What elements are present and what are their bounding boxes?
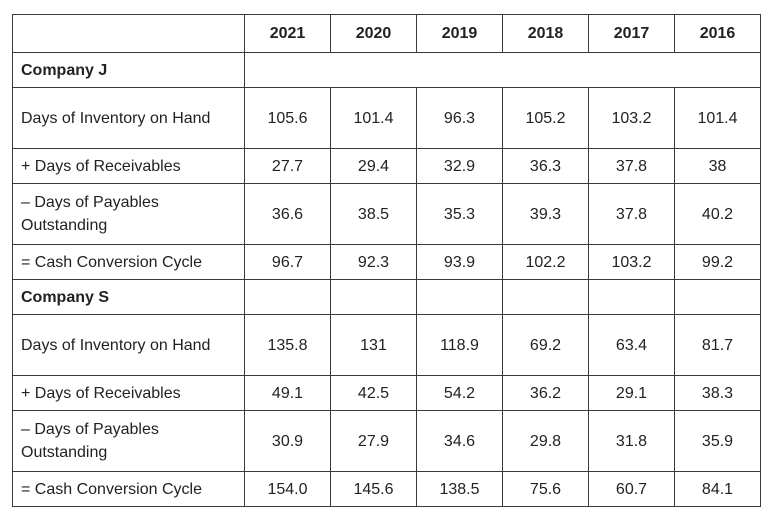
value-cell: 35.3 [416,183,503,245]
value-cell: 42.5 [330,375,417,411]
table-row: = Cash Conversion Cycle 96.7 92.3 93.9 1… [12,244,761,280]
year-header: 2017 [588,14,675,53]
company-s-group-row: Company S [12,279,761,315]
value-cell: 96.3 [416,87,503,149]
value-cell: 102.2 [502,244,589,280]
value-cell: 27.7 [244,148,331,184]
value-cell: 96.7 [244,244,331,280]
value-cell: 38 [674,148,761,184]
year-header: 2018 [502,14,589,53]
value-cell: 36.6 [244,183,331,245]
value-cell: 30.9 [244,410,331,472]
header-row: 2021 2020 2019 2018 2017 2016 [12,14,761,53]
value-cell: 34.6 [416,410,503,472]
empty-cell [244,279,331,315]
value-cell: 138.5 [416,471,503,507]
table-row: + Days of Receivables 27.7 29.4 32.9 36.… [12,148,761,184]
value-cell: 49.1 [244,375,331,411]
year-header: 2021 [244,14,331,53]
row-label: – Days of Payables Outstanding [12,183,245,245]
value-cell: 145.6 [330,471,417,507]
value-cell: 69.2 [502,314,589,376]
year-header: 2020 [330,14,417,53]
table-row: – Days of Payables Outstanding 30.9 27.9… [12,410,761,472]
value-cell: 29.4 [330,148,417,184]
row-label: Days of Inventory on Hand [12,87,245,149]
value-cell: 84.1 [674,471,761,507]
company-name: Company J [12,52,245,88]
empty-cell [588,279,675,315]
table-row: Days of Inventory on Hand 135.8 131 118.… [12,314,761,376]
value-cell: 37.8 [588,183,675,245]
value-cell: 54.2 [416,375,503,411]
value-cell: 75.6 [502,471,589,507]
value-cell: 35.9 [674,410,761,472]
value-cell: 36.3 [502,148,589,184]
company-name: Company S [12,279,245,315]
row-label: Days of Inventory on Hand [12,314,245,376]
value-cell: 81.7 [674,314,761,376]
row-label: + Days of Receivables [12,148,245,184]
value-cell: 38.5 [330,183,417,245]
empty-cell [502,279,589,315]
value-cell: 101.4 [330,87,417,149]
value-cell: 105.6 [244,87,331,149]
cash-conversion-table-wrapper: 2021 2020 2019 2018 2017 2016 Company J … [12,14,761,507]
row-label: = Cash Conversion Cycle [12,471,245,507]
value-cell: 118.9 [416,314,503,376]
table-row: – Days of Payables Outstanding 36.6 38.5… [12,183,761,245]
value-cell: 39.3 [502,183,589,245]
table-row: Days of Inventory on Hand 105.6 101.4 96… [12,87,761,149]
value-cell: 29.8 [502,410,589,472]
value-cell: 103.2 [588,87,675,149]
group-spacer [244,52,761,88]
value-cell: 36.2 [502,375,589,411]
value-cell: 27.9 [330,410,417,472]
empty-cell [330,279,417,315]
value-cell: 29.1 [588,375,675,411]
row-label: – Days of Payables Outstanding [12,410,245,472]
value-cell: 60.7 [588,471,675,507]
row-label: = Cash Conversion Cycle [12,244,245,280]
empty-cell [416,279,503,315]
value-cell: 38.3 [674,375,761,411]
value-cell: 31.8 [588,410,675,472]
value-cell: 135.8 [244,314,331,376]
value-cell: 131 [330,314,417,376]
empty-cell [674,279,761,315]
value-cell: 99.2 [674,244,761,280]
value-cell: 40.2 [674,183,761,245]
year-header: 2019 [416,14,503,53]
value-cell: 63.4 [588,314,675,376]
value-cell: 103.2 [588,244,675,280]
value-cell: 93.9 [416,244,503,280]
value-cell: 92.3 [330,244,417,280]
row-label: + Days of Receivables [12,375,245,411]
company-j-group-row: Company J [12,52,761,88]
value-cell: 105.2 [502,87,589,149]
value-cell: 37.8 [588,148,675,184]
corner-cell [12,14,245,53]
value-cell: 154.0 [244,471,331,507]
value-cell: 32.9 [416,148,503,184]
value-cell: 101.4 [674,87,761,149]
cash-conversion-table: 2021 2020 2019 2018 2017 2016 Company J … [12,14,761,507]
table-row: = Cash Conversion Cycle 154.0 145.6 138.… [12,471,761,507]
year-header: 2016 [674,14,761,53]
table-row: + Days of Receivables 49.1 42.5 54.2 36.… [12,375,761,411]
